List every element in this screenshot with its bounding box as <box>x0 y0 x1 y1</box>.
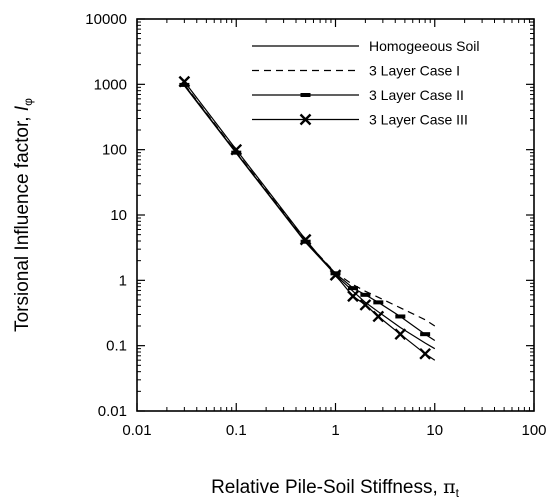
x-marker <box>347 290 359 303</box>
plot-frame <box>136 18 535 412</box>
x-marker <box>329 269 342 282</box>
bar-marker <box>179 82 190 87</box>
x-marker <box>419 347 431 360</box>
y-tick-label: 1000 <box>94 76 127 93</box>
x-tick-label: 10 <box>426 422 443 439</box>
x-tick-label: 0.1 <box>226 422 247 439</box>
bar-marker <box>395 314 406 319</box>
bar-marker <box>360 292 371 297</box>
x-marker <box>372 310 385 323</box>
y-tick-label: 0.1 <box>106 338 127 355</box>
y-tick-label: 10 <box>110 207 127 224</box>
y-tick-label: 100 <box>102 142 127 159</box>
x-marker <box>394 328 407 341</box>
legend: Homogeeous Soil 3 Layer Case I 3 Layer Cas… <box>252 38 480 128</box>
y-tick-label: 0.01 <box>98 403 127 420</box>
x-marker <box>299 113 312 126</box>
legend-label: Homogeeous Soil <box>369 38 480 54</box>
y-tick-label: 10000 <box>85 11 127 28</box>
bar-marker <box>420 332 431 337</box>
x-axis-subscript: t <box>456 486 460 499</box>
bar-marker <box>373 300 384 305</box>
axis-ticks: 0.01 0.1 1 10 100 0.01 0.1 1 10 100 1000 10000 <box>85 11 546 439</box>
x-tick-label: 0.01 <box>122 422 151 439</box>
x-axis-title: Relative Pile-Soil Stiffness, πt <box>211 476 459 499</box>
bar-marker <box>330 271 341 276</box>
y-axis-title: Torsional Influence factor, Iφ <box>12 98 35 332</box>
series-line <box>183 84 436 342</box>
x-marker <box>230 143 243 156</box>
x-axis-symbol: π <box>443 476 456 498</box>
y-tick-label: 1 <box>119 272 127 289</box>
bar-marker <box>231 150 242 155</box>
legend-label: 3 Layer Case II <box>369 87 464 103</box>
bar-marker <box>300 239 311 244</box>
bar-marker <box>300 93 311 97</box>
series-line <box>183 81 436 361</box>
x-marker <box>359 299 372 311</box>
legend-label: 3 Layer Case I <box>369 63 460 79</box>
series-layer <box>178 75 436 361</box>
y-axis-symbol: I <box>12 105 33 111</box>
legend-label: 3 Layer Case III <box>369 112 468 128</box>
y-axis-subscript: φ <box>21 98 35 106</box>
x-tick-label: 100 <box>521 422 546 439</box>
bar-marker <box>347 286 358 291</box>
x-tick-label: 1 <box>331 422 339 439</box>
x-marker <box>299 233 312 246</box>
series-line <box>183 83 436 327</box>
x-marker <box>178 75 191 88</box>
